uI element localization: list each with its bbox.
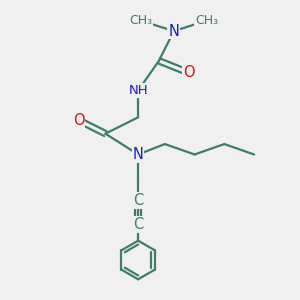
Text: CH₃: CH₃ xyxy=(130,14,153,27)
Text: C: C xyxy=(133,193,143,208)
Text: N: N xyxy=(168,24,179,39)
Text: NH: NH xyxy=(128,84,148,97)
Text: N: N xyxy=(133,147,143,162)
Text: C: C xyxy=(133,217,143,232)
Text: O: O xyxy=(183,65,194,80)
Text: O: O xyxy=(73,113,85,128)
Text: CH₃: CH₃ xyxy=(195,14,218,27)
